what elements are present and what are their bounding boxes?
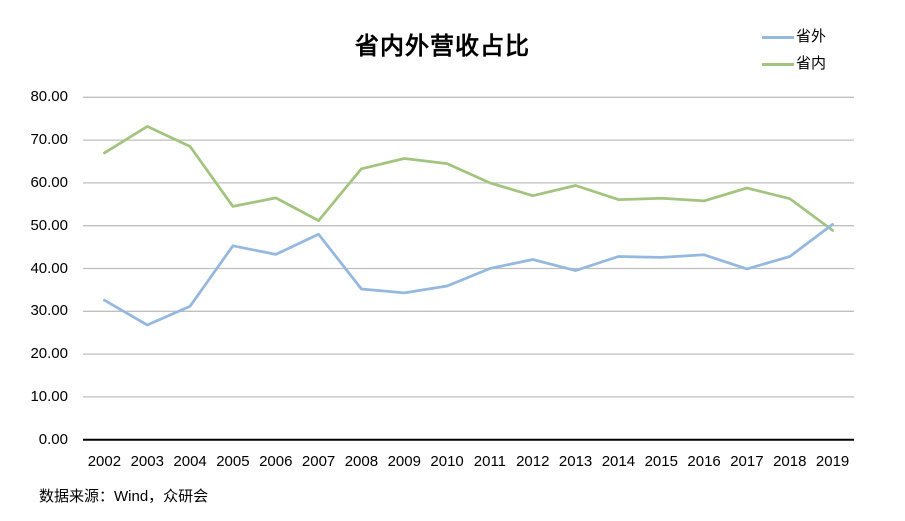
- legend: 省外 省内: [762, 26, 826, 80]
- x-tick-label: 2008: [344, 453, 379, 470]
- legend-label-outside: 省外: [796, 28, 827, 45]
- x-tick-label: 2006: [259, 453, 293, 470]
- legend-line-swatch-inside: [762, 62, 794, 66]
- legend-item-inside-province: 省内: [762, 53, 826, 75]
- y-tick-label: 40.00: [30, 259, 68, 277]
- x-tick-label: 2015: [644, 453, 678, 470]
- y-tick-label: 60.00: [30, 173, 68, 191]
- x-tick-label: 2004: [173, 453, 207, 470]
- x-tick-label: 2009: [387, 453, 421, 470]
- x-tick-label: 2018: [773, 453, 807, 470]
- x-tick-label: 2005: [216, 453, 250, 470]
- series-line-0: [103, 223, 834, 327]
- y-tick-label: 20.00: [30, 345, 68, 363]
- y-tick-label: 30.00: [30, 302, 68, 320]
- x-tick-label: 2012: [516, 453, 550, 470]
- x-tick-label: 2002: [87, 453, 122, 470]
- x-tick-label: 2014: [601, 453, 636, 470]
- x-tick-label: 2019: [815, 453, 850, 470]
- chart-title: 省内外营收占比: [355, 33, 530, 60]
- x-tick-label: 2013: [558, 453, 593, 470]
- x-tick-label: 2010: [430, 453, 464, 470]
- y-tick-label: 70.00: [30, 131, 68, 149]
- x-tick-label: 2007: [301, 453, 336, 470]
- series-line-1: [103, 125, 834, 232]
- legend-line-swatch-outside: [762, 35, 794, 39]
- legend-label-inside: 省内: [796, 55, 827, 72]
- x-tick-label: 2011: [473, 453, 507, 470]
- y-tick-label: 10.00: [30, 387, 68, 405]
- y-tick-label: 0.00: [38, 430, 68, 448]
- source-note: 数据来源：Wind，众研会: [39, 488, 209, 505]
- y-tick-label: 80.00: [30, 88, 68, 106]
- x-tick-label: 2003: [130, 453, 164, 470]
- x-tick-label: 2016: [687, 453, 721, 470]
- x-tick-label: 2017: [730, 453, 764, 470]
- y-tick-label: 50.00: [30, 216, 68, 234]
- legend-item-outside-province: 省外: [762, 26, 826, 48]
